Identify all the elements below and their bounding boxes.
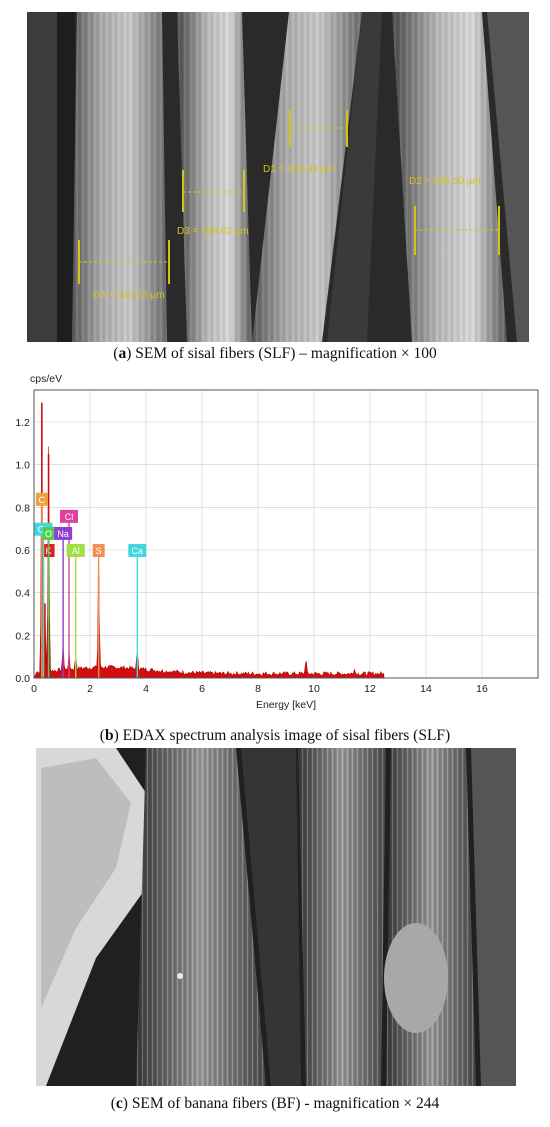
- element-marker-al: Al: [66, 544, 85, 678]
- measurement-d1-label: D1 = 162.83 µm: [263, 164, 335, 175]
- caption-b: (b) EDAX spectrum analysis image of sisa…: [99, 727, 451, 744]
- sem-image-banana: [36, 748, 516, 1086]
- sem-image-sisal-svg: D1 = 162.83 µm D2 = 235.50 µm D3 = 169.6…: [27, 12, 529, 342]
- sem-image-sisal: D1 = 162.83 µm D2 = 235.50 µm D3 = 169.6…: [27, 12, 529, 342]
- measurement-d3-label: D3 = 169.62 µm: [177, 226, 249, 237]
- y-tick-label: 0.0: [15, 673, 30, 685]
- x-tick-label: 16: [476, 683, 488, 695]
- measurement-d4-label: D4 = 249.52 µm: [93, 290, 165, 301]
- x-tick-label: 8: [255, 683, 261, 695]
- x-tick-label: 6: [199, 683, 205, 695]
- caption-a-letter: a: [118, 345, 127, 362]
- y-tick-label: 0.6: [15, 545, 30, 557]
- y-tick-label: 1.2: [15, 417, 30, 429]
- x-tick-label: 4: [143, 683, 149, 695]
- element-marker-label: Al: [72, 546, 80, 556]
- x-tick-label: 10: [308, 683, 320, 695]
- caption-a: (a) SEM of sisal fibers (SLF) – magnific…: [113, 345, 437, 362]
- measurement-d2-label: D2 = 235.50 µm: [409, 176, 481, 187]
- element-marker-box: [42, 526, 55, 540]
- edax-chart-svg: cps/eV CKCaOClNaAlSCa 02468101214160.00.…: [15, 373, 539, 711]
- y-axis-label: cps/eV: [30, 373, 62, 385]
- element-marker-box: [60, 509, 78, 523]
- x-axis-label: Energy [keV]: [256, 699, 316, 711]
- element-marker-box: [54, 526, 73, 540]
- y-tick-label: 0.2: [15, 630, 30, 642]
- measurement-d3: D3 = 169.62 µm: [177, 170, 249, 237]
- element-marker-na: Na: [54, 526, 73, 678]
- caption-c-letter: c: [115, 1095, 123, 1112]
- measurement-d4: D4 = 249.52 µm: [78, 240, 170, 301]
- caption-a-text: SEM of sisal fibers (SLF) – magnificatio…: [131, 345, 437, 362]
- caption-c-text: SEM of banana fibers (BF) - magnificatio…: [127, 1095, 440, 1112]
- element-marker-label: O: [45, 529, 52, 539]
- element-marker-ca: Ca: [128, 544, 147, 678]
- sem-image-banana-svg: [36, 748, 516, 1086]
- element-marker-box: [92, 544, 105, 557]
- x-tick-label: 14: [420, 683, 432, 695]
- element-marker-o: O: [42, 526, 55, 678]
- element-marker-label: C: [39, 495, 46, 505]
- element-marker-label: Cl: [65, 512, 74, 522]
- y-tick-label: 0.8: [15, 502, 30, 514]
- element-marker-box: [66, 544, 85, 557]
- caption-c: (c) SEM of banana fibers (BF) - magnific…: [110, 1095, 440, 1112]
- x-tick-label: 0: [31, 683, 37, 695]
- y-tick-label: 0.4: [15, 588, 30, 600]
- x-tick-label: 2: [87, 683, 93, 695]
- element-marker-label: Na: [57, 529, 69, 539]
- element-marker-label: Ca: [132, 546, 144, 556]
- x-tick-label: 12: [364, 683, 376, 695]
- caption-b-text: EDAX spectrum analysis image of sisal fi…: [118, 727, 451, 744]
- edax-chart: cps/eV CKCaOClNaAlSCa 02468101214160.00.…: [0, 368, 550, 724]
- element-marker-label: S: [96, 546, 102, 556]
- y-tick-label: 1.0: [15, 460, 30, 472]
- spectrum-trace: [33, 403, 385, 679]
- measurement-d1: D1 = 162.83 µm: [263, 110, 348, 175]
- measurement-d2: D2 = 235.50 µm: [409, 176, 500, 255]
- element-marker-s: S: [92, 544, 105, 678]
- element-marker-box: [35, 492, 48, 506]
- caption-b-letter: b: [104, 727, 114, 744]
- element-marker-box: [128, 544, 147, 557]
